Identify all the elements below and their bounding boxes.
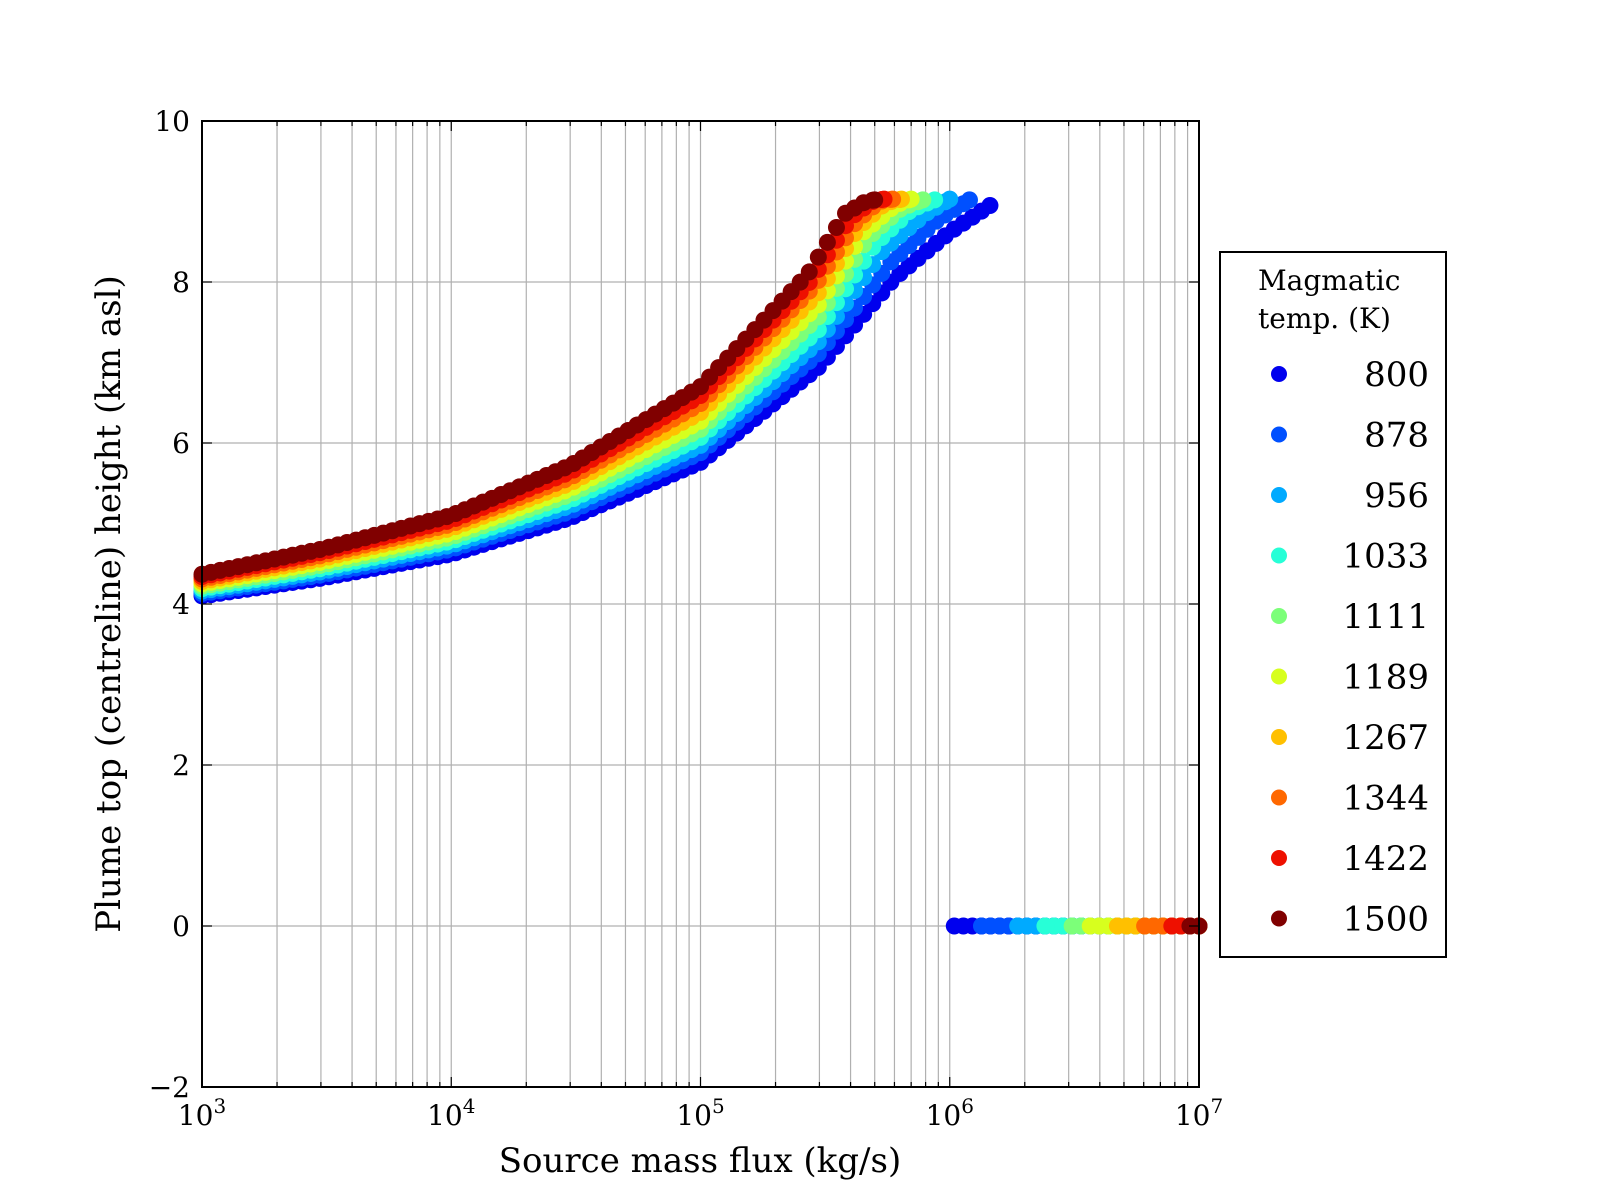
legend-label-878: 878: [1364, 416, 1429, 456]
legend-label-1344: 1344: [1342, 779, 1429, 819]
data-point: [818, 233, 836, 251]
legend-label-1033: 1033: [1342, 537, 1429, 577]
data-point: [809, 248, 827, 266]
legend-label-1189: 1189: [1342, 658, 1429, 698]
x-axis-label: Source mass flux (kg/s): [499, 1141, 901, 1181]
legend-label-1267: 1267: [1342, 718, 1429, 758]
data-point: [827, 219, 845, 237]
legend-marker-1344: [1271, 789, 1287, 806]
x-tick-label: 104: [427, 1094, 475, 1132]
legend-marker-800: [1271, 366, 1287, 382]
axis-ticks: [202, 120, 1199, 1088]
data-point: [941, 190, 959, 208]
legend: Magmatic temp. (K) 800 878 956 1033 1111 1189…: [1219, 251, 1447, 958]
legend-marker-1422: [1271, 850, 1287, 866]
y-tick-label: 10: [154, 105, 190, 138]
data-point: [800, 263, 818, 281]
legend-label-1500: 1500: [1342, 900, 1429, 940]
data-point: [960, 191, 978, 209]
legend-title-line-2: temp. (K): [1258, 302, 1391, 335]
data-point: [981, 197, 999, 215]
legend-marker-878: [1271, 426, 1287, 443]
tick-labels: −2 0 2 4 6 8 10 103 104 105 106 107: [149, 105, 1223, 1132]
data-point: [866, 191, 884, 209]
legend-title-line-1: Magmatic: [1258, 264, 1400, 297]
legend-marker-1111: [1271, 608, 1287, 624]
y-tick-label: −2: [149, 1071, 190, 1104]
x-tick-label: 103: [178, 1094, 226, 1132]
x-tick-label: 106: [926, 1094, 974, 1132]
x-tick-label: 107: [1175, 1094, 1223, 1132]
legend-marker-1500: [1271, 910, 1287, 927]
data-point: [926, 191, 944, 209]
legend-marker-956: [1271, 487, 1287, 503]
legend-label-1422: 1422: [1342, 839, 1429, 879]
y-tick-label: 4: [172, 588, 190, 621]
series-1500: [193, 191, 1208, 935]
y-tick-label: 8: [172, 266, 190, 299]
y-tick-label: 6: [172, 427, 190, 460]
legend-label-1111: 1111: [1342, 597, 1429, 637]
legend-box: [1219, 251, 1447, 958]
y-axis-label: Plume top (centreline) height (km asl): [89, 275, 129, 933]
legend-label-800: 800: [1364, 355, 1429, 395]
legend-marker-1189: [1271, 668, 1287, 685]
legend-items: 800 878 956 1033 1111 1189 1267 1344 1422 1500: [1271, 355, 1429, 940]
plot-marks: [193, 190, 1208, 935]
legend-label-956: 956: [1364, 476, 1429, 516]
legend-marker-1267: [1271, 729, 1287, 745]
x-tick-label: 105: [676, 1094, 724, 1132]
legend-marker-1033: [1271, 547, 1287, 564]
y-tick-label: 2: [172, 749, 190, 782]
y-tick-label: 0: [172, 910, 190, 943]
